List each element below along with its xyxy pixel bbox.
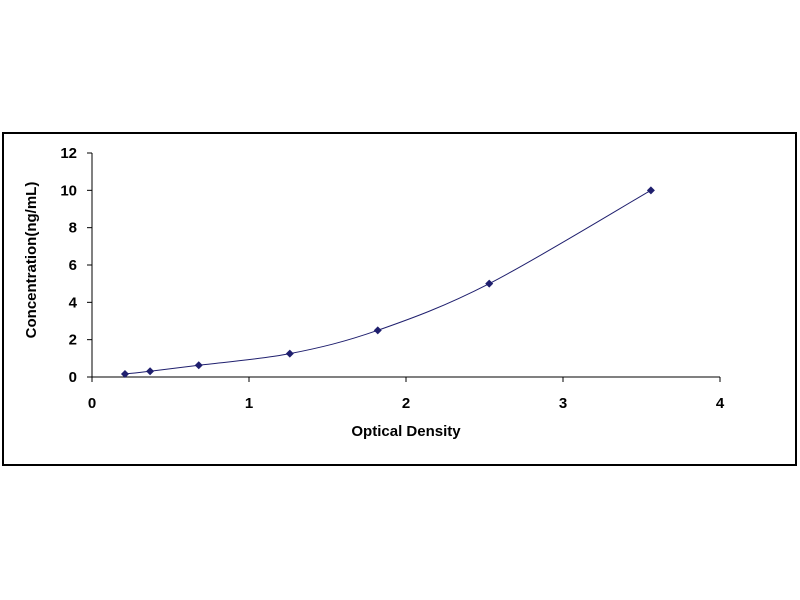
chart-frame xyxy=(2,132,797,466)
data-points-layer xyxy=(120,186,655,379)
x-tick-label: 3 xyxy=(559,395,567,412)
data-point xyxy=(285,349,294,358)
y-tick-label: 10 xyxy=(60,182,77,199)
data-point xyxy=(194,361,203,370)
data-point xyxy=(485,279,494,288)
x-tick-label: 4 xyxy=(716,395,725,412)
fit-curve-layer xyxy=(124,189,652,375)
y-tick-label: 0 xyxy=(69,369,77,386)
x-tick-label: 2 xyxy=(402,395,410,412)
y-axis-title: Concentration(ng/mL) xyxy=(23,182,40,339)
y-tick-label: 8 xyxy=(69,220,77,237)
x-tick-label: 1 xyxy=(245,395,253,412)
fit-curve xyxy=(124,189,652,375)
x-axis-title: Optical Density xyxy=(351,423,461,440)
y-tick-label: 6 xyxy=(69,257,77,274)
y-tick-label: 12 xyxy=(60,145,77,162)
data-point xyxy=(146,367,155,376)
y-tick-label: 4 xyxy=(69,294,78,311)
y-tick-label: 2 xyxy=(69,332,77,349)
data-point xyxy=(120,370,129,379)
x-tick-label: 0 xyxy=(88,395,96,412)
data-point xyxy=(646,186,655,195)
data-point xyxy=(373,326,382,335)
